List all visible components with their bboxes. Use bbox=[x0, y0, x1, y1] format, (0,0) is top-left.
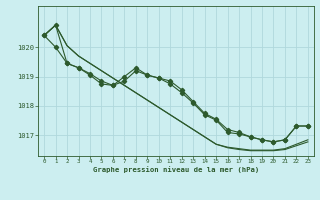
X-axis label: Graphe pression niveau de la mer (hPa): Graphe pression niveau de la mer (hPa) bbox=[93, 167, 259, 173]
